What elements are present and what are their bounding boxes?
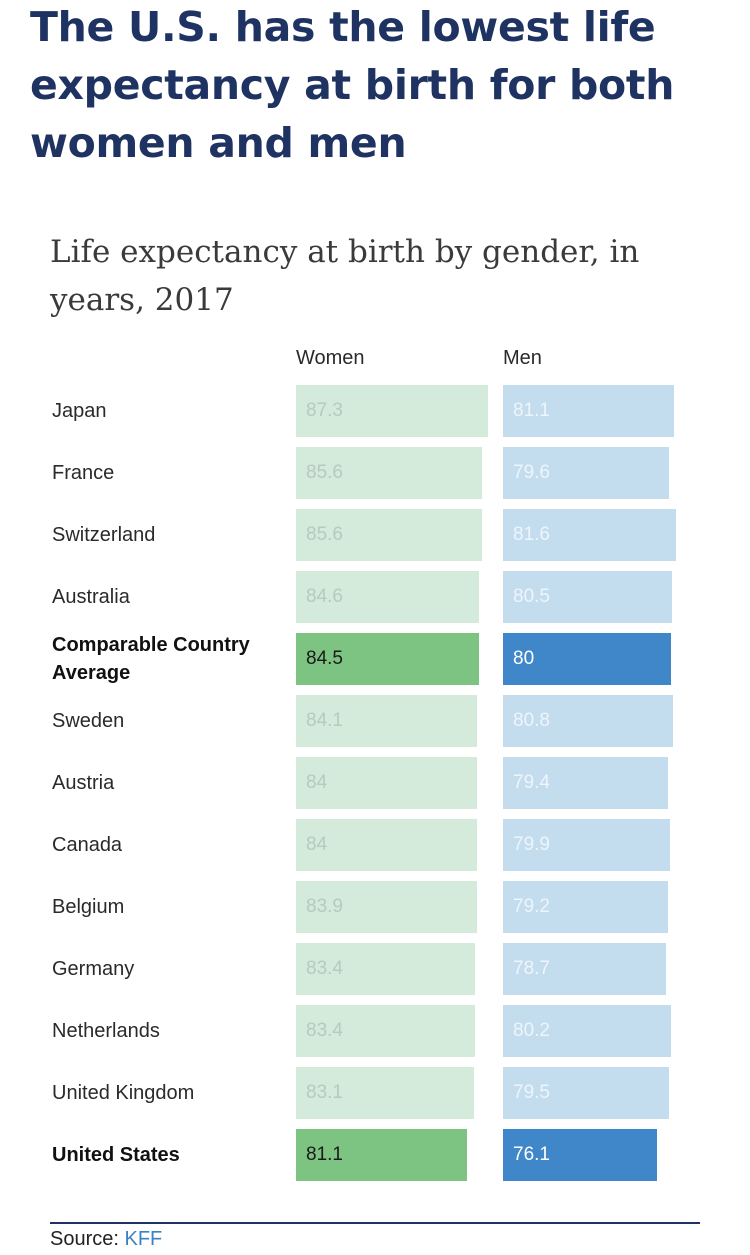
- bar-value-women: 84.6: [306, 586, 343, 607]
- row-label: Comparable Country Average: [52, 634, 250, 684]
- bar-value-men: 80.2: [513, 1020, 550, 1041]
- row-label: Netherlands: [52, 1020, 160, 1042]
- bar-value-women: 83.4: [306, 958, 343, 979]
- row-label: Belgium: [52, 896, 125, 918]
- source-label: Source:: [50, 1228, 125, 1250]
- bar-women: [296, 633, 479, 685]
- bar-value-women: 85.6: [306, 524, 343, 545]
- bar-value-men: 76.1: [513, 1144, 550, 1165]
- bar-value-women: 84: [306, 834, 328, 855]
- bar-women: [296, 757, 477, 809]
- column-header-men: Men: [503, 347, 542, 369]
- bar-women: [296, 571, 479, 623]
- bar-women: [296, 447, 483, 499]
- row-label: United Kingdom: [52, 1082, 195, 1104]
- bar-men: [503, 1067, 669, 1119]
- row-label: Japan: [52, 400, 107, 422]
- bar-men: [503, 1129, 658, 1181]
- bar-men: [503, 509, 676, 561]
- row-label: Austria: [52, 772, 115, 794]
- bar-men: [503, 881, 668, 933]
- row-label: Germany: [52, 958, 135, 980]
- row-label: Switzerland: [52, 524, 156, 546]
- row-label: Australia: [52, 586, 130, 608]
- row-label: Sweden: [52, 710, 125, 732]
- bar-men: [503, 447, 670, 499]
- row-label: United States: [52, 1144, 180, 1166]
- bar-value-men: 78.7: [513, 958, 550, 979]
- bar-men: [503, 943, 667, 995]
- bar-women: [296, 881, 477, 933]
- bar-value-women: 84.1: [306, 710, 343, 731]
- bar-value-women: 87.3: [306, 400, 343, 421]
- bar-value-men: 79.6: [513, 462, 550, 483]
- bar-value-men: 79.2: [513, 896, 550, 917]
- bar-value-women: 84: [306, 772, 328, 793]
- bar-men: [503, 633, 671, 685]
- bar-women: [296, 695, 478, 747]
- bar-value-men: 80.8: [513, 710, 550, 731]
- bar-women: [296, 1005, 475, 1057]
- bar-value-women: 81.1: [306, 1144, 343, 1165]
- bar-value-men: 80: [513, 648, 535, 669]
- bar-value-men: 81.6: [513, 524, 550, 545]
- bar-value-women: 83.4: [306, 1020, 343, 1041]
- row-label: France: [52, 462, 115, 484]
- bar-value-men: 79.9: [513, 834, 550, 855]
- bar-women: [296, 385, 488, 437]
- bar-men: [503, 819, 671, 871]
- bar-women: [296, 1067, 474, 1119]
- bar-women: [296, 819, 477, 871]
- column-header-women: Women: [296, 347, 365, 369]
- bar-value-men: 80.5: [513, 586, 550, 607]
- bar-men: [503, 757, 669, 809]
- chart-title: Life expectancy at birth by gender, in y…: [50, 234, 640, 318]
- headline: The U.S. has the lowest life expectancy …: [30, 3, 675, 167]
- bar-men: [503, 1005, 672, 1057]
- source-divider: [50, 1222, 700, 1224]
- bar-value-women: 83.1: [306, 1082, 343, 1103]
- bar-value-women: 84.5: [306, 648, 343, 669]
- bar-value-women: 85.6: [306, 462, 343, 483]
- bar-women: [296, 1129, 468, 1181]
- bar-men: [503, 385, 675, 437]
- bar-value-men: 79.4: [513, 772, 550, 793]
- bar-men: [503, 695, 674, 747]
- source-link[interactable]: KFF: [124, 1228, 163, 1250]
- row-label: Canada: [52, 834, 123, 856]
- bar-women: [296, 509, 483, 561]
- bar-value-women: 83.9: [306, 896, 343, 917]
- bar-value-men: 81.1: [513, 400, 550, 421]
- bar-value-men: 79.5: [513, 1082, 550, 1103]
- bar-men: [503, 571, 673, 623]
- source-line: Source: KFF: [50, 1228, 162, 1251]
- bar-women: [296, 943, 475, 995]
